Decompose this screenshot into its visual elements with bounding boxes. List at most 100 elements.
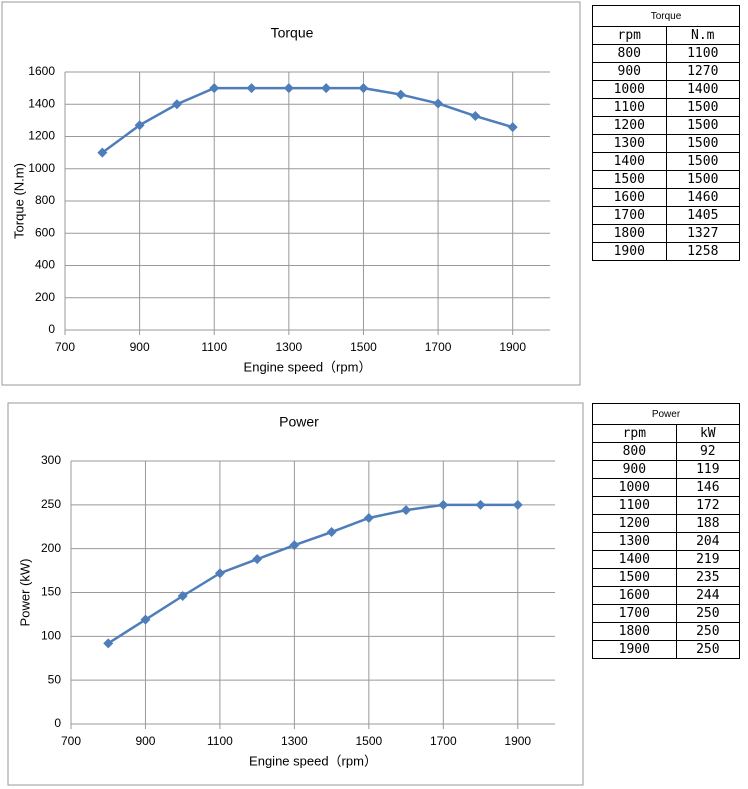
table-cell: 1700 <box>592 206 667 225</box>
table-cell: 1900 <box>592 242 667 261</box>
table-cell: 1700 <box>592 604 677 623</box>
data-point <box>358 83 369 94</box>
data-point <box>97 147 108 158</box>
y-tick-label: 0 <box>48 322 55 336</box>
table-row: 1400 1500 <box>592 152 740 171</box>
x-tick-label: 1900 <box>499 340 526 354</box>
table-cell: 250 <box>675 604 741 623</box>
y-tick-label: 800 <box>35 193 55 207</box>
data-point <box>214 568 225 579</box>
table-cell: 1100 <box>592 496 677 515</box>
x-tick-label: 1100 <box>207 734 233 748</box>
x-tick-label: 1300 <box>281 734 308 748</box>
table-row: 1700 250 <box>592 604 741 623</box>
table-row: 1600 1460 <box>592 188 740 207</box>
y-tick-label: 300 <box>41 453 61 467</box>
table-row: 1300 204 <box>592 532 741 551</box>
table-header: rpm <box>592 424 677 443</box>
y-tick-label: 150 <box>41 585 61 599</box>
table-cell: 1600 <box>592 188 667 207</box>
x-tick-label: 700 <box>55 340 75 354</box>
table-cell: 1200 <box>592 514 677 533</box>
table-row: 1800 250 <box>592 622 741 641</box>
table-cell: 172 <box>675 496 741 515</box>
table-cell: 1500 <box>665 170 740 189</box>
table-cell: 219 <box>675 550 741 569</box>
data-point <box>395 89 406 100</box>
table-row: Torque <box>592 5 740 27</box>
table-cell: 1500 <box>665 134 740 153</box>
y-tick-label: 50 <box>48 672 62 686</box>
table-cell: 1500 <box>665 152 740 171</box>
table-cell: 250 <box>675 640 741 659</box>
table-header: kW <box>675 424 741 443</box>
table-cell: 1460 <box>665 188 740 207</box>
table-row: 1200 1500 <box>592 116 740 135</box>
table-cell: 146 <box>675 478 741 497</box>
table-row: 1700 1405 <box>592 206 740 225</box>
data-point <box>321 83 332 94</box>
table-cell: 1800 <box>592 622 677 641</box>
table-row: 1000 1400 <box>592 80 740 99</box>
data-point <box>433 98 444 109</box>
x-axis-label: Engine speed（rpm） <box>244 359 372 374</box>
data-point <box>283 83 294 94</box>
y-tick-label: 200 <box>41 541 61 555</box>
table-cell: 92 <box>675 442 741 461</box>
table-row: 1500 235 <box>592 568 741 587</box>
table-cell: 1000 <box>592 80 667 99</box>
data-point <box>326 527 337 538</box>
table-cell: 1405 <box>665 206 740 225</box>
data-point <box>177 591 188 602</box>
y-tick-label: 200 <box>35 290 55 304</box>
table-cell: 1000 <box>592 478 677 497</box>
table-cell: 900 <box>592 460 677 479</box>
table-cell: 1100 <box>665 44 740 63</box>
table-cell: 1200 <box>592 116 667 135</box>
table-cell: 1300 <box>592 532 677 551</box>
table-title: Power <box>592 403 740 425</box>
torque-table: Torque rpm N.m 800 1100 900 1270 1000 1400 1100 15… <box>592 5 740 261</box>
y-axis-label: Torque (N.m) <box>11 163 26 239</box>
x-tick-label: 1100 <box>201 340 227 354</box>
table-cell: 119 <box>675 460 741 479</box>
data-point <box>401 505 412 516</box>
y-axis-label: Power (kW) <box>17 559 32 627</box>
table-cell: 1500 <box>665 98 740 117</box>
table-cell: 1258 <box>665 242 740 261</box>
data-point <box>289 540 300 551</box>
x-tick-label: 1300 <box>275 340 302 354</box>
table-row: 1200 188 <box>592 514 741 533</box>
table-row: 1300 1500 <box>592 134 740 153</box>
table-cell: 188 <box>675 514 741 533</box>
chart-frame <box>1 1 581 386</box>
chart-frame <box>7 402 584 786</box>
table-row: 900 119 <box>592 460 741 479</box>
chart-title: Torque <box>271 25 314 41</box>
table-row: 1900 250 <box>592 640 741 659</box>
x-axis-label: Engine speed（rpm） <box>249 753 377 768</box>
table-row: rpm kW <box>592 424 741 443</box>
data-point <box>103 638 114 649</box>
table-cell: 900 <box>592 62 667 81</box>
table-header: rpm <box>592 26 667 45</box>
data-point <box>140 614 151 625</box>
table-row: Power <box>592 403 740 425</box>
table-cell: 244 <box>675 586 741 605</box>
table-cell: 1500 <box>592 568 677 587</box>
table-cell: 1400 <box>592 550 677 569</box>
data-point <box>171 99 182 110</box>
table-title: Torque <box>592 5 740 27</box>
table-cell: 235 <box>675 568 741 587</box>
x-tick-label: 1700 <box>425 340 452 354</box>
table-row: 1600 244 <box>592 586 741 605</box>
x-tick-label: 900 <box>135 734 155 748</box>
table-cell: 1800 <box>592 224 667 243</box>
data-point <box>209 83 220 94</box>
table-row: 1500 1500 <box>592 170 740 189</box>
y-tick-label: 600 <box>35 225 55 239</box>
power-table: Power rpm kW 800 92 900 119 1000 146 1100 172 1200 1… <box>592 403 741 659</box>
table-cell: 1400 <box>592 152 667 171</box>
x-tick-label: 1500 <box>350 340 377 354</box>
data-point <box>512 499 523 510</box>
